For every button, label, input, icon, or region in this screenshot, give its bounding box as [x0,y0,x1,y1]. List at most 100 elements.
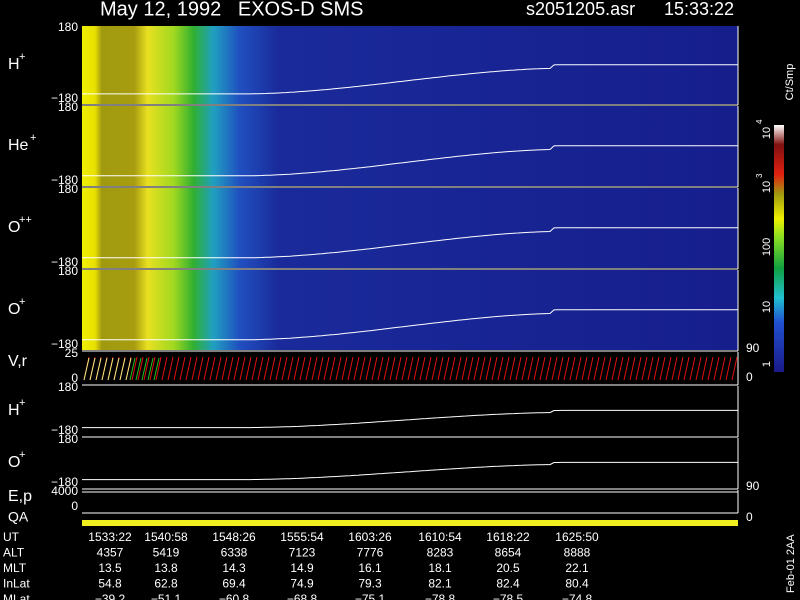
panel-label-sup: + [19,51,25,63]
panel-label-sup: + [19,449,25,461]
cell: 5419 [153,546,180,560]
panel-label-sup: + [30,132,36,144]
cell: 14.3 [222,561,246,575]
cell: 1610:54 [418,530,462,544]
cell: 13.5 [98,561,122,575]
cell: 13.8 [154,561,178,575]
panel-label: O [8,454,20,471]
colorbar-label: 1 [761,361,773,367]
qa-bar [82,520,738,526]
colorbar-label-exp: 3 [755,173,764,178]
y-tick-label: −180 [51,91,78,105]
colorbar-unit: Ct/Smp [784,64,796,101]
trace [82,409,738,429]
panel-label: He [8,137,29,154]
cell: −74.8 [562,592,593,600]
cell: 6338 [221,546,248,560]
panel-label: V,r [8,353,28,370]
colorbar-label-exp: 4 [755,119,764,124]
y-tick-label: −180 [51,337,78,351]
cell: 80.4 [565,577,589,591]
header: May 12, 1992 EXOS-D SMS s2051205.asr 15:… [100,0,734,20]
y-tick-label: 180 [58,100,78,114]
y-tick-label: −180 [51,255,78,269]
cell: 8283 [427,546,454,560]
y-tick-label: −180 [51,423,78,437]
file-name: s2051205.asr [526,0,635,19]
cell: 8888 [564,546,591,560]
cell: 79.3 [358,577,382,591]
panel-label-sup: ++ [19,214,32,226]
right-tick-label: 0 [746,510,753,524]
cell: 7123 [289,546,316,560]
y-tick-label: 180 [58,264,78,278]
velocity-trace [83,357,132,381]
cell: 1603:26 [348,530,392,544]
cell: 1618:22 [486,530,530,544]
y-tick-label: 4000 [51,484,78,498]
trace [82,227,738,259]
colorbar-label: 10 [761,127,773,139]
y-tick-label: 180 [58,182,78,196]
cell: 7776 [357,546,384,560]
cell: 62.8 [154,577,178,591]
panel-label-sup: + [19,296,25,308]
right-tick-label: 0 [746,370,753,384]
y-tick-label: −180 [51,475,78,489]
cell: 1540:58 [144,530,188,544]
cell: 20.5 [496,561,520,575]
panel-label: O [8,219,20,236]
cell: 82.1 [428,577,452,591]
y-tick-label: 180 [58,432,78,446]
cell: 69.4 [222,577,246,591]
colorbar-label: 100 [761,238,773,256]
cell: −51.1 [151,592,182,600]
row-label: InLat [3,577,30,591]
cell: 16.1 [358,561,382,575]
velocity-trace [129,357,160,381]
trace [82,461,738,481]
cell: −75.1 [355,592,386,600]
y-tick-label: 0 [71,499,78,513]
panel-label: O [8,301,20,318]
cell: −60.8 [219,592,250,600]
cell: 82.4 [496,577,520,591]
cell: 1548:26 [212,530,256,544]
right-tick-label: 90 [746,479,760,493]
row-label: UT [3,530,20,544]
row-label: ALT [3,546,25,560]
y-tick-label: 180 [58,20,78,34]
cell: 1555:54 [280,530,324,544]
cell: 1533:22 [88,530,132,544]
y-tick-label: 25 [65,346,79,360]
row-label: MLT [3,561,27,575]
qa-label: QA [8,509,29,525]
y-tick-label: −180 [51,173,78,187]
cell: −78.8 [425,592,456,600]
y-tick-label: 180 [58,380,78,394]
cell: 54.8 [98,577,122,591]
panel-label-sup: + [19,397,25,409]
row-label: MLat [3,592,30,600]
cell: 1625:50 [555,530,599,544]
right-tick-label: 90 [746,341,760,355]
panel-label: H [8,56,20,73]
footer: Feb-01 2AA [785,534,797,593]
trace [82,64,738,95]
cell: 18.1 [428,561,452,575]
cell: −78.5 [493,592,524,600]
title: May 12, 1992 EXOS-D SMS [100,0,363,20]
cell: 22.1 [565,561,589,575]
cell: 14.9 [290,561,314,575]
cell: −68.8 [287,592,318,600]
velocity-trace [83,356,738,381]
panel-label: H [8,402,20,419]
colorbar-label: 10 [761,181,773,193]
trace [82,145,738,177]
colorbar [774,125,784,372]
cell: 4357 [97,546,124,560]
colorbar-label: 10 [761,301,773,313]
cell: 8654 [495,546,522,560]
